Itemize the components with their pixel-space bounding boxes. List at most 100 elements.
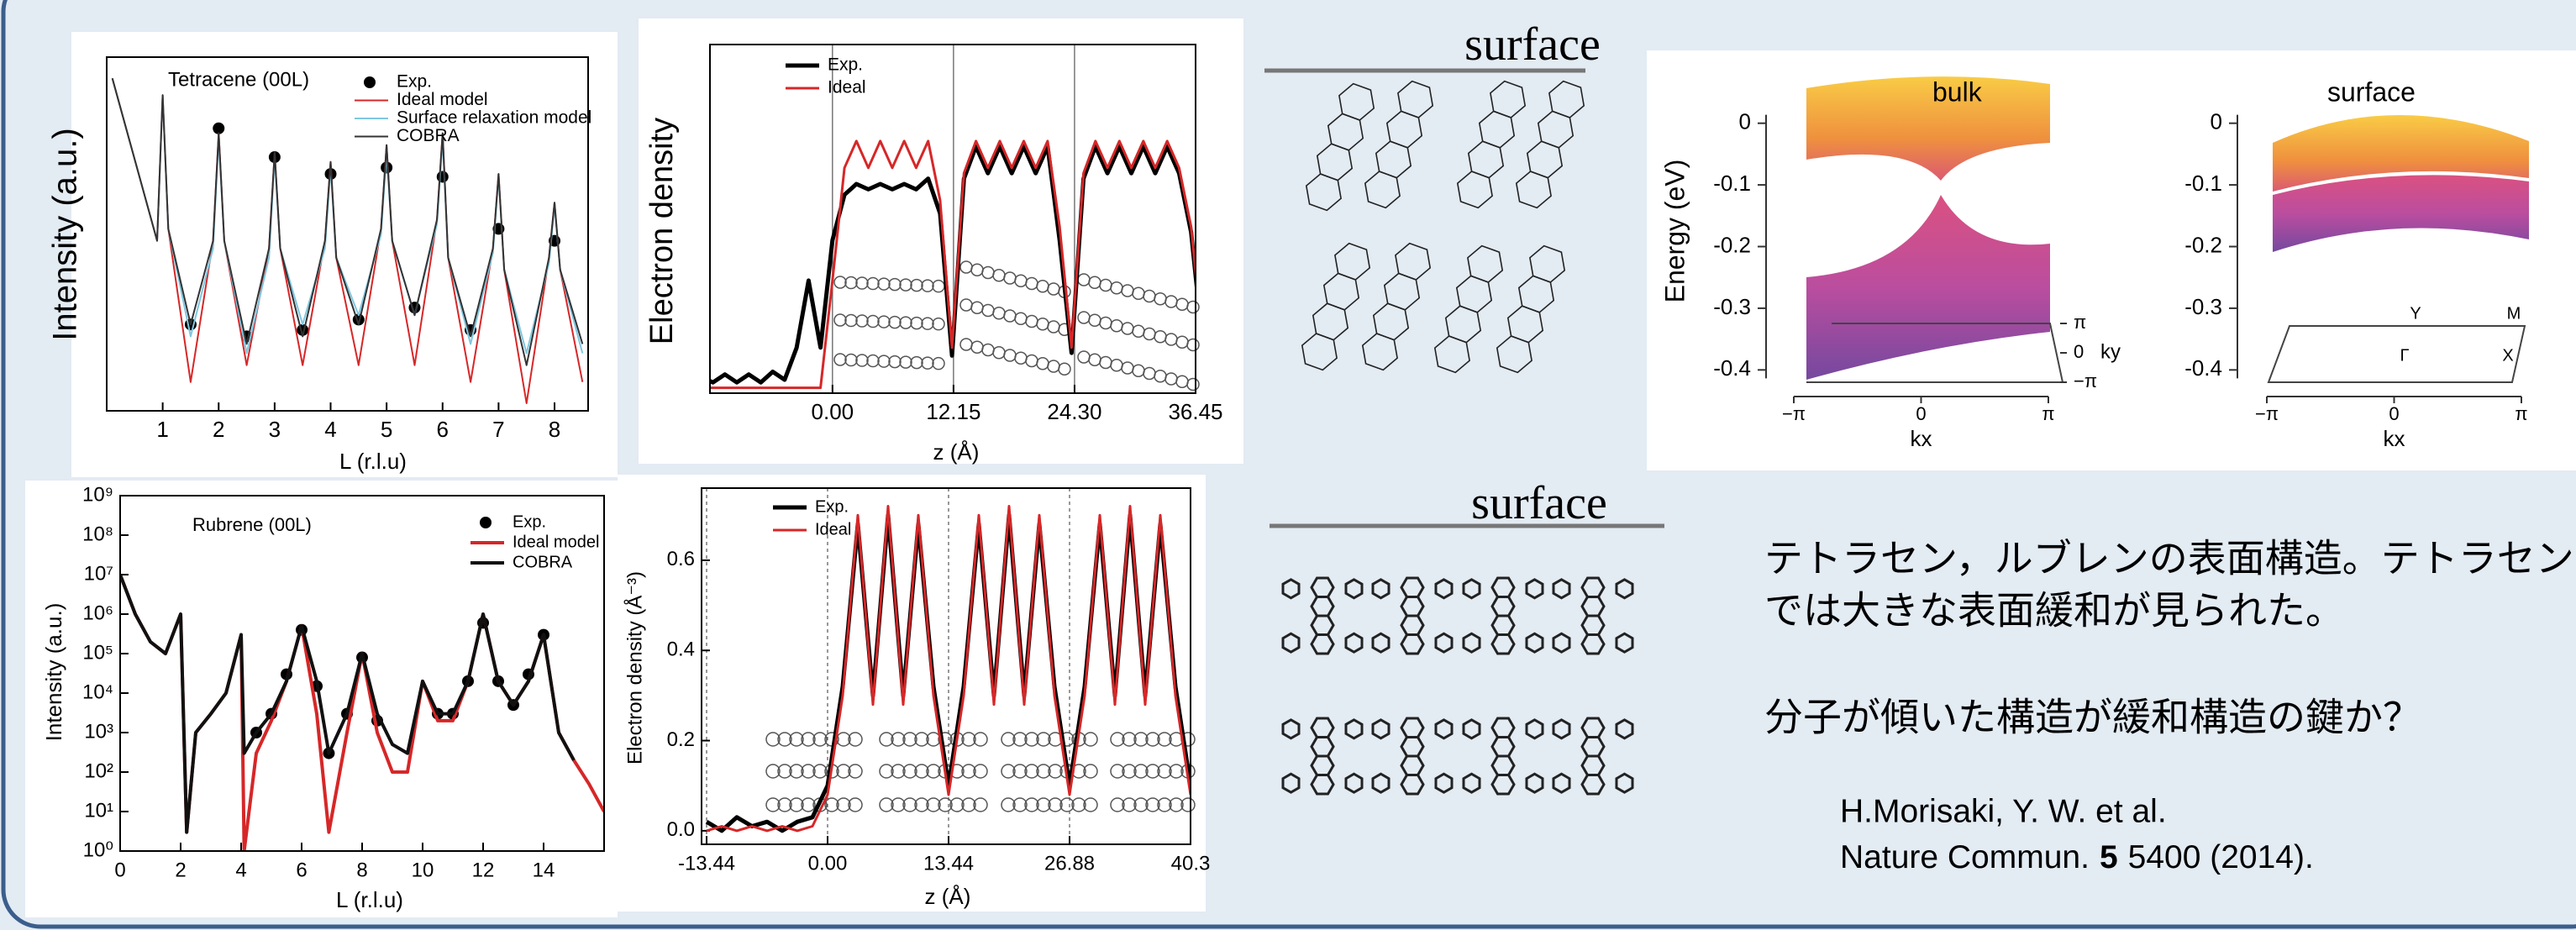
molecule-atom [1048, 797, 1063, 812]
x-tick-label: 26.88 [1044, 852, 1095, 875]
molecule-atom [879, 732, 894, 747]
molecule-atom [848, 764, 863, 779]
molecule-ring [1490, 774, 1516, 796]
molecule-atom [973, 732, 988, 747]
legend-label: Ideal [815, 520, 851, 539]
molecule-atom [961, 764, 976, 779]
z-tick-label: π [2074, 312, 2086, 333]
data-line [710, 139, 1196, 390]
data-line [710, 144, 1196, 385]
molecule-atom [910, 278, 923, 292]
y-axis-label: Intensity (a.u.) [47, 128, 84, 340]
k-point-label: X [2502, 346, 2513, 365]
molecule-atom [812, 732, 828, 747]
x-tick-label: 7 [492, 417, 504, 442]
y-tick-label: 0.4 [667, 638, 695, 661]
axes-frame [119, 495, 605, 852]
molecule-atom [973, 764, 988, 779]
x-tick-label: π [2515, 403, 2527, 424]
molecule-ring [1281, 718, 1301, 740]
molecule-atom [926, 797, 941, 812]
molecule-atom [1157, 732, 1172, 747]
band-surface [1806, 76, 2050, 181]
molecule-atom [899, 278, 912, 292]
molecule-atom [1110, 797, 1125, 812]
y-tick-label: 10⁶ [82, 602, 113, 624]
molecule-atom [789, 732, 804, 747]
legend-label: Ideal model [513, 533, 599, 551]
molecule-ring [1552, 632, 1571, 654]
molecule-atom [1059, 797, 1075, 812]
molecule-atom [921, 317, 934, 330]
molecule-ring [1580, 633, 1606, 655]
molecule-atom [914, 764, 929, 779]
molecule-atom [1110, 764, 1125, 779]
y-axis-label: Electron density [644, 118, 680, 344]
molecule-ring [1462, 578, 1481, 600]
molecule-atom [844, 313, 858, 328]
y-tick-label: -0.1 [1713, 171, 1751, 196]
x-axis-label: z (Å) [925, 884, 971, 909]
molecule-ring [1525, 772, 1544, 794]
molecule-atom [833, 353, 847, 366]
y-tick-label: -0.3 [1713, 294, 1751, 319]
molecule-atom [938, 797, 953, 812]
data-line [120, 574, 576, 834]
molecule-atom [877, 315, 891, 328]
molecule-atom [899, 316, 912, 329]
molecule-atom [1186, 377, 1200, 391]
y-tick-label: 10⁷ [84, 562, 113, 585]
z-tick-label: 0 [2074, 341, 2084, 362]
molecule-atom [910, 355, 923, 370]
molecule-atom [879, 764, 894, 779]
legend-label: Exp. [397, 72, 432, 92]
x-tick-label: 8 [356, 859, 367, 881]
molecule-atom [1133, 732, 1149, 747]
y-tick-label: -0.2 [1713, 232, 1751, 257]
x-tick-label: 36.45 [1168, 399, 1222, 424]
molecule-atom [844, 353, 858, 367]
molecule-atom [844, 276, 858, 290]
molecule-atom [801, 732, 816, 747]
molecule-atom [1001, 732, 1016, 747]
molecule-ring [1434, 772, 1454, 794]
molecule-ring [1371, 772, 1391, 794]
molecule-atom [789, 764, 804, 779]
legend-label: Exp. [513, 512, 546, 531]
y-axis-label: Intensity (a.u.) [41, 603, 66, 742]
molecule-atom [866, 354, 880, 368]
panel [618, 475, 1206, 912]
molecule-atom [866, 314, 880, 328]
molecule-atom [777, 732, 792, 747]
molecule-ring [1310, 633, 1335, 655]
molecule-atom [801, 797, 816, 812]
molecule-ring [1434, 718, 1454, 740]
molecule-ring [1552, 578, 1571, 600]
molecule-ring [1371, 632, 1391, 654]
chart-title: Tetracene (00L) [168, 68, 309, 91]
molecule-atom [1024, 797, 1039, 812]
molecule-atom [961, 797, 976, 812]
band-surface [1806, 195, 2050, 380]
y-tick-label: -0.2 [2184, 232, 2222, 257]
molecule-ring [1548, 80, 1585, 118]
molecule-ring [1400, 774, 1425, 796]
reference-source: Nature Commun. 5 5400 (2014). [1840, 839, 2314, 875]
x-tick-label: −π [1782, 403, 1806, 424]
molecule-atom [1024, 732, 1039, 747]
k-point-label: M [2507, 304, 2521, 323]
z-tick-label: −π [2074, 370, 2097, 391]
molecule-ring [1434, 578, 1454, 600]
molecule-ring [1462, 718, 1481, 740]
molecule-ring [1490, 633, 1516, 655]
x-tick-label: 10 [412, 859, 434, 881]
legend-label: Exp. [828, 55, 863, 75]
legend-label: Surface relaxation model [397, 108, 591, 128]
molecule-atom [855, 314, 869, 328]
data-line [111, 77, 584, 366]
x-tick-label: 6 [437, 417, 449, 442]
bz-box [2267, 325, 2526, 383]
molecule-atom [833, 276, 847, 289]
molecule-atom [888, 315, 902, 329]
axes-frame [106, 56, 589, 412]
